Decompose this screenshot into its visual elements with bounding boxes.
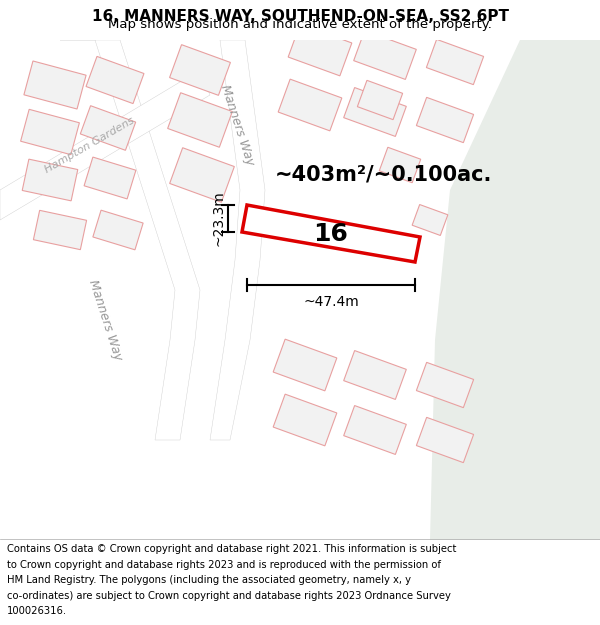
Polygon shape (412, 204, 448, 236)
Text: Manners Way: Manners Way (86, 278, 124, 362)
Text: ~23.3m: ~23.3m (211, 191, 225, 246)
Polygon shape (416, 418, 473, 462)
Polygon shape (358, 81, 403, 119)
Polygon shape (273, 394, 337, 446)
Polygon shape (344, 351, 406, 399)
Polygon shape (344, 88, 406, 136)
Polygon shape (430, 40, 600, 540)
Text: Manners Way: Manners Way (218, 83, 256, 167)
Polygon shape (20, 109, 79, 154)
Text: 16: 16 (314, 222, 349, 246)
Text: HM Land Registry. The polygons (including the associated geometry, namely x, y: HM Land Registry. The polygons (includin… (7, 575, 411, 585)
Polygon shape (60, 40, 200, 440)
Text: ~47.4m: ~47.4m (303, 295, 359, 309)
Polygon shape (84, 157, 136, 199)
Text: to Crown copyright and database rights 2023 and is reproduced with the permissio: to Crown copyright and database rights 2… (7, 560, 441, 570)
Text: 16, MANNERS WAY, SOUTHEND-ON-SEA, SS2 6PT: 16, MANNERS WAY, SOUTHEND-ON-SEA, SS2 6P… (91, 9, 509, 24)
Polygon shape (22, 159, 78, 201)
Polygon shape (427, 39, 484, 84)
Text: ~403m²/~0.100ac.: ~403m²/~0.100ac. (275, 165, 493, 185)
Polygon shape (288, 24, 352, 76)
Text: Hampton Gardens: Hampton Gardens (43, 115, 137, 175)
Text: Contains OS data © Crown copyright and database right 2021. This information is : Contains OS data © Crown copyright and d… (7, 544, 457, 554)
Polygon shape (34, 211, 86, 249)
Text: 100026316.: 100026316. (7, 606, 67, 616)
Polygon shape (273, 339, 337, 391)
Text: Map shows position and indicative extent of the property.: Map shows position and indicative extent… (108, 18, 492, 31)
Polygon shape (93, 210, 143, 250)
Polygon shape (379, 148, 421, 182)
Polygon shape (167, 92, 232, 148)
Polygon shape (80, 106, 136, 150)
Polygon shape (416, 98, 473, 142)
Polygon shape (86, 56, 144, 104)
Polygon shape (24, 61, 86, 109)
Polygon shape (278, 79, 342, 131)
Polygon shape (242, 205, 420, 262)
Polygon shape (210, 40, 265, 440)
Polygon shape (416, 362, 473, 408)
Polygon shape (353, 31, 416, 79)
Polygon shape (344, 406, 406, 454)
Polygon shape (170, 44, 230, 96)
Text: co-ordinates) are subject to Crown copyright and database rights 2023 Ordnance S: co-ordinates) are subject to Crown copyr… (7, 591, 451, 601)
Polygon shape (170, 148, 235, 202)
Polygon shape (0, 70, 210, 220)
